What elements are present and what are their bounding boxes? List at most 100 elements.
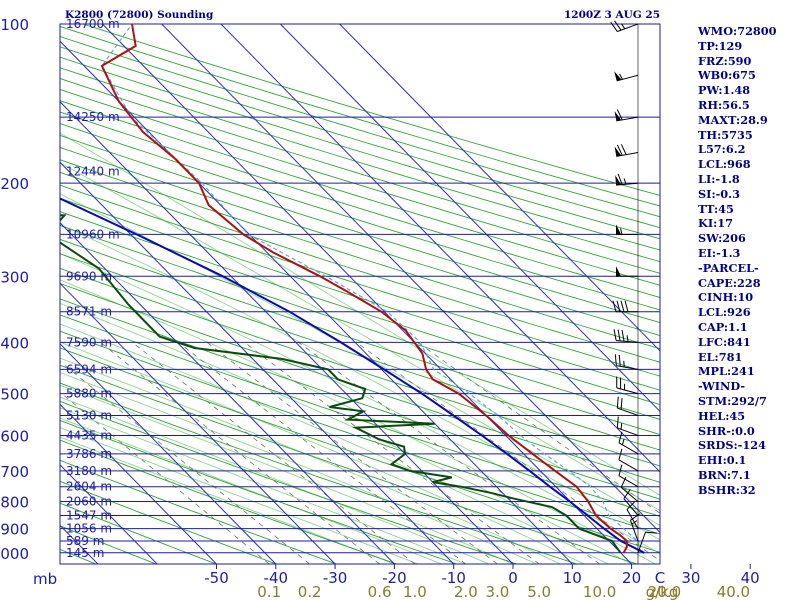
dry-adiabat-line [60, 111, 660, 298]
pressure-tick-label: 400 [0, 334, 29, 352]
isotherm-line [60, 464, 158, 564]
dry-adiabat-line [60, 480, 277, 564]
mixing-ratio-line [132, 342, 416, 564]
mixing-ratio-tick-label: 0.2 [298, 583, 322, 600]
height-label: 2604 m [66, 480, 112, 494]
temperature-tick-label: -10 [441, 569, 466, 587]
moist-adiabat-line [60, 384, 514, 564]
index-item: RH:56.5 [698, 97, 750, 112]
dry-adiabat-line [60, 400, 517, 564]
index-item: WMO:72800 [698, 24, 777, 38]
isotherm-line [339, 24, 660, 352]
moist-adiabat-line [60, 323, 609, 564]
moist-adiabat-line [60, 427, 419, 564]
isotherm-line [102, 24, 632, 564]
mixing-ratio-tick-label: 2.0 [454, 583, 478, 600]
dry-adiabat-line [60, 459, 337, 564]
index-item: KI:17 [698, 216, 733, 231]
height-label: 14250 m [66, 110, 120, 124]
index-item: SHR-:0.0 [698, 423, 755, 438]
stability-indices-panel: WMO:72800 TP:129 FRZ:590 WB0:675 PW:1.48 RH:5… [698, 24, 777, 498]
wind-barb [618, 448, 639, 472]
index-item: PW:1.48 [698, 83, 751, 98]
index-item: TH:5735 [698, 127, 753, 142]
plot-frame [59, 23, 661, 565]
dry-adiabat-line [60, 330, 660, 535]
mixing-ratio-line [298, 342, 600, 564]
dry-adiabat-line [60, 171, 660, 363]
wind-barb [616, 266, 638, 277]
dry-adiabat-line [60, 211, 660, 406]
wind-barb [637, 531, 657, 553]
isotherm-line [60, 222, 395, 564]
moist-adiabat-line [60, 162, 660, 512]
pressure-tick-label: 900 [0, 521, 29, 539]
height-label: 3180 m [66, 464, 112, 478]
height-label: 12440 m [66, 164, 120, 178]
pressure-unit-label: mb [33, 570, 57, 588]
mixing-ratio-line [244, 342, 540, 564]
station-title: K2800 (72800) Sounding [65, 9, 214, 21]
mixing-ratio-line [60, 360, 310, 564]
dry-adiabat-line [60, 147, 660, 337]
pressure-tick-label: 700 [0, 463, 29, 481]
dry-adiabat-line [60, 224, 660, 420]
dry-adiabat-line [60, 382, 578, 564]
dry-adiabat-line [60, 159, 660, 350]
dry-adiabat-line [60, 298, 660, 500]
index-item: LFC:841 [698, 334, 751, 349]
moist-adiabat-line [60, 396, 490, 564]
index-item: EL:781 [698, 349, 743, 364]
pressure-tick-label: 100 [0, 16, 29, 34]
wind-barb [623, 488, 639, 516]
moist-adiabat-line [60, 302, 632, 564]
dry-adiabat-line [60, 78, 660, 263]
pressure-tick-label: 600 [0, 427, 29, 445]
height-label: 5880 m [66, 387, 112, 401]
temperature-tick-label: 20 [622, 569, 641, 587]
index-item: TT:45 [698, 201, 734, 216]
dry-adiabat-line [60, 134, 660, 324]
index-item: WB0:675 [698, 68, 756, 83]
height-label: 16700 m [66, 17, 120, 31]
dry-adiabat-line [60, 100, 660, 286]
height-label: 7590 m [66, 335, 112, 349]
index-item: LI:-1.8 [698, 171, 740, 186]
mixing-ratio-tick-label: 20.0 [648, 583, 681, 600]
parcel-trace [60, 197, 645, 554]
isotherm-line [60, 40, 573, 564]
virtual-temperature-trace [101, 24, 642, 553]
mixing-ratio-line [356, 342, 660, 562]
sounding-time: 1200Z 3 AUG 25 [564, 9, 661, 21]
dry-adiabat-line [60, 197, 660, 391]
moist-adiabat-line [60, 436, 395, 564]
index-item: MPL:241 [698, 364, 755, 379]
wind-barb [613, 329, 639, 343]
dry-adiabat-line [60, 67, 660, 251]
wind-barb [614, 144, 639, 157]
mixing-ratio-tick-label: 0.6 [368, 583, 392, 600]
dry-adiabat-line [60, 267, 660, 467]
dry-adiabat-line [60, 439, 397, 564]
height-label: 10960 m [66, 227, 120, 241]
isotherm-line [279, 24, 660, 413]
moist-adiabat-line [60, 341, 585, 564]
mixing-ratio-unit-label: g/kg [646, 583, 679, 600]
wind-barb [616, 396, 639, 416]
index-item: SW:206 [698, 231, 746, 246]
index-item: FRZ:590 [698, 53, 752, 68]
height-label: 9690 m [66, 269, 112, 283]
index-item: MAXT:28.9 [698, 112, 768, 127]
temperature-tick-label: 40 [741, 569, 760, 587]
height-label: 8571 m [66, 305, 112, 319]
index-item: HEL:45 [698, 408, 746, 423]
index-item: L57:6.2 [698, 142, 746, 157]
height-label: 6594 m [66, 362, 112, 376]
wind-barb [616, 416, 639, 436]
wind-barb [618, 464, 639, 488]
mixing-ratio-tick-label: 3.0 [485, 583, 509, 600]
dry-adiabat-line [60, 364, 638, 564]
temperature-tick-label: -20 [382, 569, 407, 587]
wind-barb [618, 431, 639, 455]
index-item: EI:-1.3 [698, 245, 741, 260]
